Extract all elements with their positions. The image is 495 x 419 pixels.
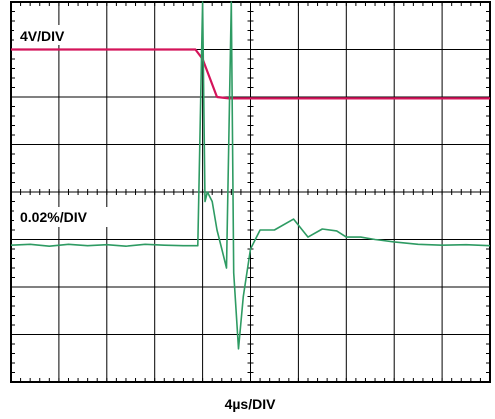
traces [10,1,491,350]
voltage-label-background [14,25,90,45]
plot-frame [10,1,491,383]
settling-trace [10,1,491,350]
percent-scale-label: 0.02%/DIV [20,209,88,225]
percent-label-background [14,207,108,227]
voltage-scale-label: 4V/DIV [20,28,65,44]
time-scale-label: 4µs/DIV [225,396,277,412]
